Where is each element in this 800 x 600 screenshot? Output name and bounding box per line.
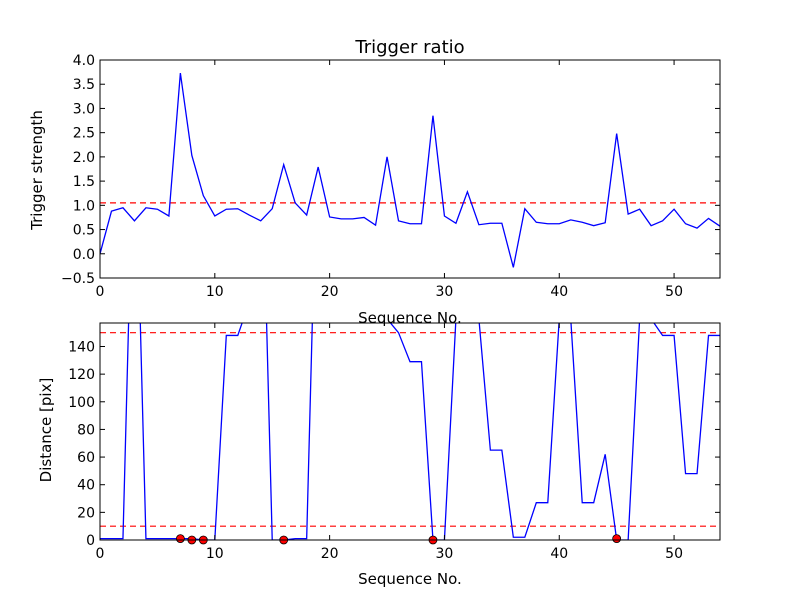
top-series-line [100,72,720,268]
bottom-x-tick-label: 20 [321,546,339,562]
top-y-tick-label: 1.0 [73,198,95,214]
bottom-data-marker [175,534,185,544]
top-y-tick-label: 3.0 [73,101,95,117]
bottom-y-tick-label: 60 [77,450,95,466]
bottom-y-tick-label: 100 [68,395,95,411]
bottom-y-tick-label: 20 [77,505,95,521]
bottom-y-tick-label: 0 [86,533,95,549]
top-y-tick-label: 1.5 [73,174,95,190]
bottom-y-tick-label: 80 [77,422,95,438]
top-y-tick-label: 0.0 [73,247,95,263]
bottom-x-axis-label: Sequence No. [358,570,462,588]
top-x-tick-label: 40 [550,284,568,300]
top-x-tick-label: 50 [665,284,683,300]
top-axes-frame [99,59,721,279]
bottom-axes-frame [99,322,721,541]
top-y-tick-label: 4.0 [73,53,95,69]
top-y-tick-label: 3.5 [73,77,95,93]
plot-title: Trigger ratio [354,37,464,58]
trigger-ratio-plot: Trigger ratio 0 10 20 30 40 50 4.0 3.5 3.0 2.5 2.0… [28,37,721,327]
bottom-x-tick-label: 50 [665,546,683,562]
top-y-tick-label: 0.5 [73,223,95,239]
top-x-tick-label: 20 [321,284,339,300]
bottom-y-tick-label: 120 [68,367,95,383]
top-y-tick-label: −0.5 [61,271,95,287]
bottom-y-tick-label: 40 [77,478,95,494]
bottom-x-tick-label: 10 [206,546,224,562]
bottom-x-tick-label: 40 [550,546,568,562]
bottom-x-tick-label: 30 [436,546,454,562]
top-x-tick-label: 30 [436,284,454,300]
top-x-tick-label: 10 [206,284,224,300]
bottom-y-tick-label: 140 [68,339,95,355]
bottom-data-marker [612,534,622,544]
top-x-tick-label: 0 [96,284,105,300]
top-x-axis-label: Sequence No. [358,309,462,327]
top-y-tick-label: 2.0 [73,150,95,166]
distance-plot: 0 10 20 30 40 50 140 120 100 80 60 40 20 0 Sequence N… [37,322,721,588]
bottom-x-tick-label: 0 [96,546,105,562]
bottom-y-axis-label: Distance [pix] [37,378,55,483]
top-y-tick-label: 2.5 [73,126,95,142]
top-y-axis-label: Trigger strength [28,110,46,231]
